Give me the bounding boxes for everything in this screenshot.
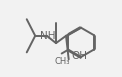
Text: OH: OH — [71, 51, 87, 61]
Text: NH: NH — [40, 31, 55, 41]
Text: CH₃: CH₃ — [55, 57, 70, 66]
